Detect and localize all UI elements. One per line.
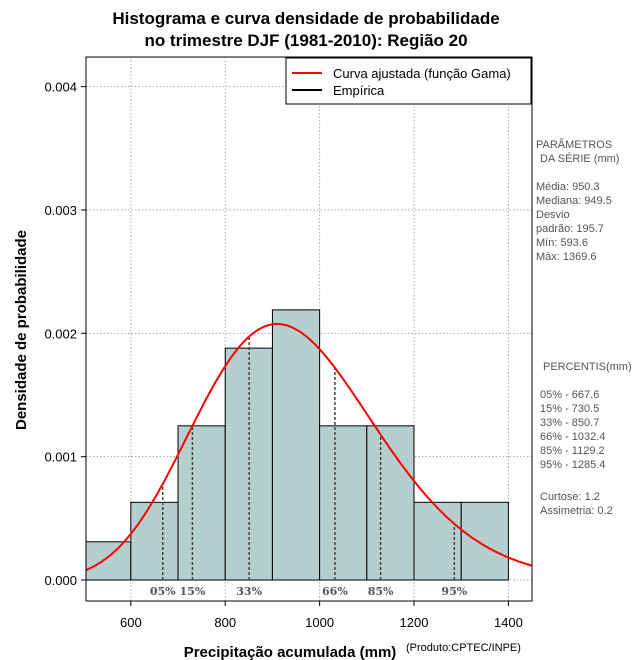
param-mediana: Mediana: 949.5	[536, 195, 612, 207]
x-tick-label: 800	[214, 615, 236, 630]
y-tick-label: 0.000	[44, 573, 77, 588]
x-tick-label: 1200	[400, 615, 429, 630]
percentil-85: 85% - 1129.2	[540, 445, 605, 457]
percentil-33: 33% - 850.7	[540, 417, 599, 429]
y-axis-ticks: 0.000 0.001 0.002 0.003 0.004	[44, 80, 86, 588]
param-max: Máx: 1369.6	[536, 251, 597, 263]
legend-box	[285, 57, 532, 105]
percentile-label: 95%	[441, 585, 467, 598]
y-tick-label: 0.003	[44, 203, 77, 218]
y-tick-label: 0.002	[44, 326, 77, 341]
legend-label-gamma: Curva ajustada (função Gama)	[333, 66, 511, 81]
histogram-bar	[413, 501, 462, 581]
x-axis-ticks: 600 800 1000 1200 1400	[120, 601, 523, 630]
y-tick-label: 0.004	[44, 80, 77, 95]
percentil-05: 05% - 667.6	[540, 389, 599, 401]
histogram-bar	[271, 309, 321, 581]
assimetria-value: Assimetria: 0.2	[540, 505, 613, 517]
histogram-bar	[460, 501, 509, 581]
y-tick-label: 0.001	[44, 450, 77, 465]
histogram-bars	[85, 309, 509, 581]
histogram-bar	[130, 501, 179, 581]
plot-frame	[85, 56, 533, 602]
x-tick-label: 1400	[494, 615, 523, 630]
param-min: Mín: 593.6	[536, 237, 588, 249]
percentiles-panel: PERCENTIS(mm) 05% - 667.6 15% - 730.5 33…	[540, 361, 632, 517]
legend: Curva ajustada (função Gama) Empírica	[285, 57, 532, 105]
gamma-fit-curve	[85, 323, 533, 572]
percentil-15: 15% - 730.5	[540, 403, 599, 415]
chart-title-line2: no trimestre DJF (1981-2010): Região 20	[144, 31, 467, 50]
params-title-line1: PARÂMETROS	[536, 138, 612, 151]
y-axis-title: Densidade de probabilidade	[13, 230, 30, 430]
x-axis-title: Precipitação acumulada (mm)	[184, 644, 397, 660]
params-title-line2: DA SÉRIE (mm)	[540, 152, 619, 165]
x-tick-label: 1000	[305, 615, 334, 630]
percentis-title: PERCENTIS(mm)	[543, 361, 632, 373]
percentile-label: 33%	[236, 585, 262, 598]
curtose-value: Curtose: 1.2	[540, 491, 600, 503]
product-credit: (Produto:CPTEC/INPE)	[406, 642, 521, 654]
series-parameters-panel: PARÂMETROS DA SÉRIE (mm) Média: 950.3 Me…	[536, 138, 619, 263]
histogram-bar	[177, 425, 226, 581]
percentile-labels: 05% 15% 33% 66% 85% 95%	[150, 585, 468, 598]
param-desvio-label: Desvio	[536, 209, 570, 221]
percentile-lines	[161, 336, 456, 581]
percentile-label: 85%	[368, 585, 394, 598]
chart-title-line1: Histograma e curva densidade de probabil…	[112, 9, 499, 28]
percentil-95: 95% - 1285.4	[540, 459, 605, 471]
param-media: Média: 950.3	[536, 181, 600, 193]
param-desvio-value: padrão: 195.7	[536, 223, 604, 235]
x-tick-label: 600	[120, 615, 142, 630]
percentile-label: 05%	[150, 585, 176, 598]
percentil-66: 66% - 1032.4	[540, 431, 605, 443]
histogram-bar	[319, 425, 368, 581]
percentile-label: 66%	[322, 585, 348, 598]
histogram-bar	[85, 541, 132, 581]
legend-label-empirical: Empírica	[333, 83, 385, 98]
percentile-label: 15%	[180, 585, 206, 598]
